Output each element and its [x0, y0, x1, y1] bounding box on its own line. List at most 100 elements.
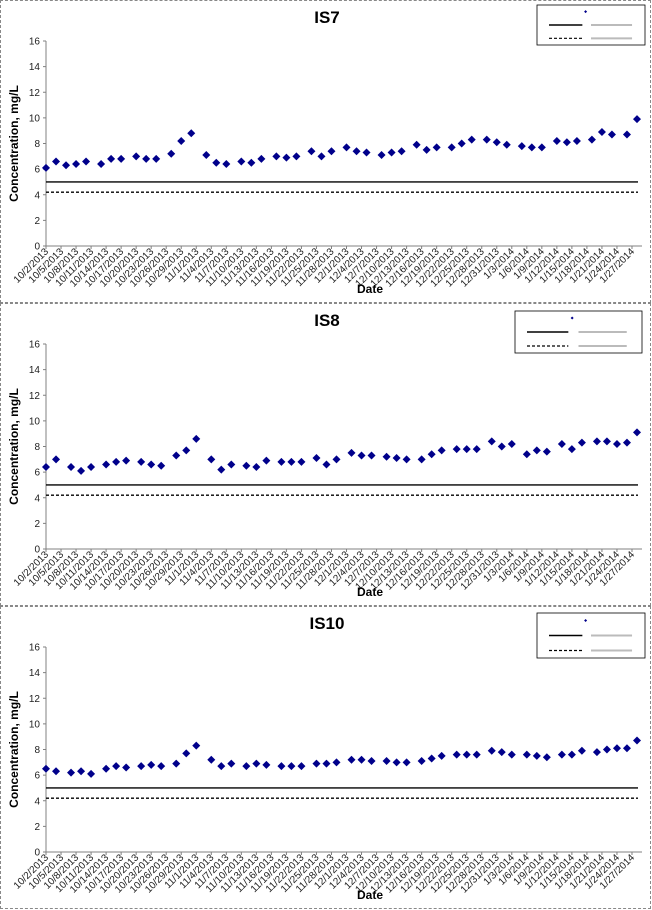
data-point	[357, 755, 366, 764]
data-point	[102, 460, 111, 469]
data-point	[262, 456, 271, 465]
data-point	[242, 461, 251, 470]
data-point	[277, 762, 286, 771]
data-point	[507, 750, 516, 759]
data-point	[417, 757, 426, 766]
data-point	[392, 454, 401, 463]
data-point	[437, 446, 446, 455]
y-tick-label: 16	[29, 340, 41, 351]
data-point	[567, 445, 576, 454]
data-point	[612, 439, 621, 448]
data-point	[602, 437, 611, 446]
data-point	[622, 438, 631, 447]
chart-is10: IS10024681012141610/2/201310/5/201310/8/…	[7, 612, 646, 902]
data-point	[147, 460, 156, 469]
y-tick-label: 4	[34, 493, 40, 504]
data-point	[472, 750, 481, 759]
data-point	[472, 445, 481, 454]
data-point	[307, 147, 316, 156]
data-point	[277, 457, 286, 466]
y-tick-label: 14	[29, 62, 41, 73]
data-point	[172, 759, 181, 768]
data-point	[597, 127, 606, 136]
y-tick-label: 2	[34, 216, 40, 227]
data-point	[437, 751, 446, 760]
data-point	[252, 759, 261, 768]
data-point	[487, 746, 496, 755]
data-point	[382, 452, 391, 461]
data-point	[107, 154, 116, 163]
data-point	[192, 741, 201, 750]
chart-title: IS10	[310, 614, 345, 633]
data-point	[517, 142, 526, 151]
data-point	[377, 151, 386, 160]
legend-marker-icon	[570, 316, 574, 320]
y-tick-label: 6	[34, 771, 40, 782]
data-point	[227, 460, 236, 469]
data-point	[497, 748, 506, 757]
data-point	[492, 138, 501, 147]
y-tick-label: 8	[34, 442, 40, 453]
data-point	[427, 450, 436, 459]
data-point	[297, 762, 306, 771]
data-point	[552, 136, 561, 145]
data-point	[452, 750, 461, 759]
data-point	[417, 455, 426, 464]
data-point	[602, 745, 611, 754]
data-point	[402, 455, 411, 464]
data-point	[592, 748, 601, 757]
data-point	[632, 428, 641, 437]
x-axis-label: Date	[357, 282, 383, 296]
data-point	[632, 115, 641, 124]
data-point	[332, 758, 341, 767]
data-point	[42, 463, 50, 471]
data-point	[82, 157, 91, 166]
data-point	[357, 451, 366, 460]
data-point	[367, 757, 376, 766]
data-point	[577, 746, 586, 755]
data-point	[137, 457, 146, 466]
data-point	[482, 135, 491, 144]
data-point	[457, 139, 466, 148]
data-point	[67, 463, 76, 471]
data-point	[577, 438, 586, 447]
data-point	[292, 152, 301, 161]
data-point	[117, 154, 126, 163]
data-point	[342, 143, 351, 152]
data-point	[327, 147, 336, 156]
data-point	[172, 451, 181, 460]
y-tick-label: 6	[34, 165, 40, 176]
data-point	[542, 753, 551, 762]
data-point	[387, 148, 396, 157]
y-tick-label: 16	[29, 643, 41, 654]
data-point	[72, 160, 81, 168]
legend-marker-icon	[584, 619, 588, 622]
data-point	[527, 143, 536, 152]
data-point	[282, 153, 291, 162]
data-point	[507, 439, 516, 448]
data-point	[402, 758, 411, 767]
y-tick-label: 12	[29, 694, 41, 705]
data-point	[257, 154, 266, 163]
data-point	[247, 158, 256, 167]
data-point	[52, 455, 61, 464]
chart-panel-is7: IS7 0 2 4 6 8 10 12 14 16 10/2/2013 10/5/2013 10/8/2…	[0, 0, 651, 303]
chart-is7: IS7024681012141610/2/201310/5/201310/8/2…	[7, 4, 646, 296]
data-point	[382, 757, 391, 766]
data-point	[287, 762, 296, 771]
data-point	[622, 744, 631, 753]
data-point	[182, 749, 191, 758]
data-point	[207, 455, 216, 464]
data-point	[392, 758, 401, 767]
y-tick-label: 10	[29, 113, 41, 124]
data-point	[177, 136, 186, 145]
data-point	[412, 140, 421, 149]
data-point	[87, 463, 96, 471]
data-point	[182, 446, 191, 455]
data-point	[237, 157, 246, 166]
data-point	[427, 754, 436, 763]
data-point	[242, 762, 251, 771]
y-tick-label: 12	[29, 88, 41, 99]
data-point	[322, 759, 331, 768]
y-tick-label: 2	[34, 822, 40, 833]
